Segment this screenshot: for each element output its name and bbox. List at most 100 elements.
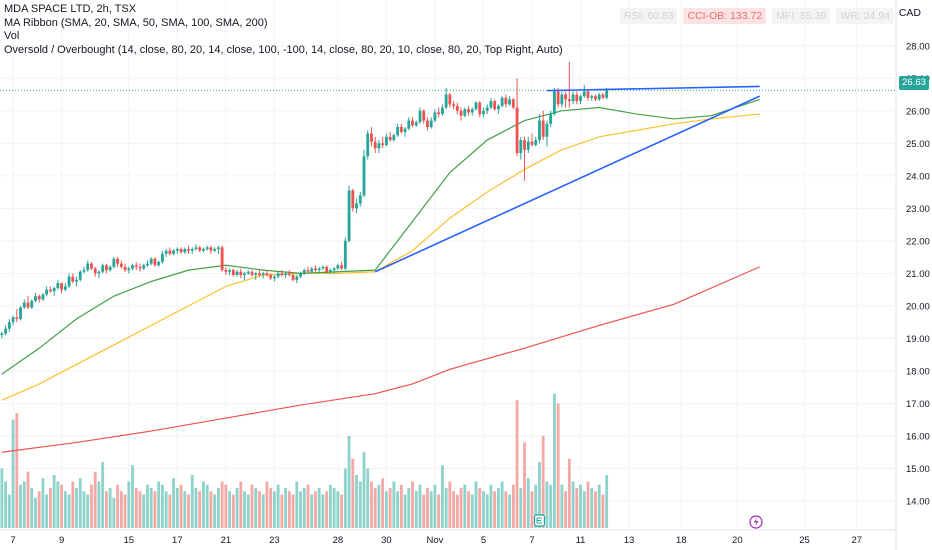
volume-bar [545,481,549,528]
candle [194,244,198,251]
volume-bar [560,484,564,528]
volume-bar [552,393,556,528]
candle [571,91,575,105]
volume-bar [463,484,467,528]
symbol-title[interactable]: MDA SPACE LTD, 2h, TSX [4,3,137,15]
volume-bar [407,487,411,528]
indicator-oversold-overbought[interactable]: Oversold / Overbought (14, close, 80, 20… [4,43,563,56]
candle-body [452,104,456,106]
candle-body [138,266,142,269]
volume-bar [235,487,239,528]
candle [455,102,459,115]
volume-bar [493,491,497,528]
candle [496,104,500,115]
candle-body [448,94,452,105]
x-tick-label: 17 [172,535,183,546]
candle-body [597,94,601,100]
volume-bar [138,491,142,528]
candle [172,248,176,256]
volume-bar [272,491,276,528]
indicator-volume[interactable]: Vol [4,30,20,42]
candle-body [287,273,291,275]
volume-bar [594,491,597,528]
volume-bar [530,491,534,528]
volume-bar [526,478,530,528]
trendline [374,95,761,273]
candle [328,268,332,274]
volume-bar [302,487,306,528]
volume-bar [71,481,75,528]
candle [590,94,594,102]
candle [295,275,299,284]
volume-bar [205,484,209,528]
candle-body [160,253,164,262]
volume-bar [67,494,71,528]
volume-bar [228,491,232,528]
candle [597,92,601,102]
candle [205,245,209,251]
volume-bar [347,435,351,528]
volume-bar [168,494,172,528]
volume-bar [414,491,418,528]
candle-body [605,90,609,98]
volume-bar [78,478,82,528]
candle-body [340,265,344,269]
volume-bar [209,491,213,528]
candle-body [586,91,590,98]
volume-bar [418,484,422,528]
x-tick-label: 7 [529,535,534,546]
candle-body [437,112,441,115]
volume-bar [538,461,541,528]
candle-body [239,271,243,275]
volume-bar [183,491,187,528]
candle-body [228,270,232,272]
candle [258,270,261,277]
candle-body [101,265,105,272]
candle [11,315,15,326]
candle-body [183,248,187,253]
candle [265,270,269,277]
volume-bar [26,471,30,528]
candle-body [209,247,213,251]
volume-bar [90,484,93,528]
volume-bar [549,484,553,528]
volume-bar [332,487,336,528]
candle-body [601,94,605,98]
candle [560,91,564,108]
candle-body [258,273,261,275]
candle [101,263,105,274]
candle-body [399,127,403,132]
volume-bar [172,478,176,528]
volume-bar [75,487,78,528]
candle-body [78,271,82,280]
volume-bar [321,494,325,528]
volume-bar [224,484,228,528]
indicator-ma-ribbon[interactable]: MA Ribbon (SMA, 20, SMA, 50, SMA, 100, S… [4,16,268,29]
candle [351,188,355,212]
candle [567,62,571,108]
volume-bar [116,484,120,528]
candle-body [552,91,556,115]
y-tick-label: 28.00 [906,41,930,52]
currency-label[interactable]: CAD [898,7,921,19]
candle-body [564,94,568,100]
candle-body [384,136,388,145]
candle-body [377,143,381,149]
candle-body [168,250,172,254]
volume-bar [575,487,579,528]
candle [429,117,433,129]
volume-bar [4,481,8,528]
candle [299,271,302,279]
volume-bar [597,484,601,528]
candle [284,271,288,279]
candle [366,130,370,160]
candle [272,275,276,282]
candle [30,299,34,310]
candle [246,270,250,275]
volume-bar [250,484,254,528]
volume-bar [515,400,519,528]
volume-bar [269,487,273,528]
candle [37,294,41,303]
candle [190,247,194,254]
